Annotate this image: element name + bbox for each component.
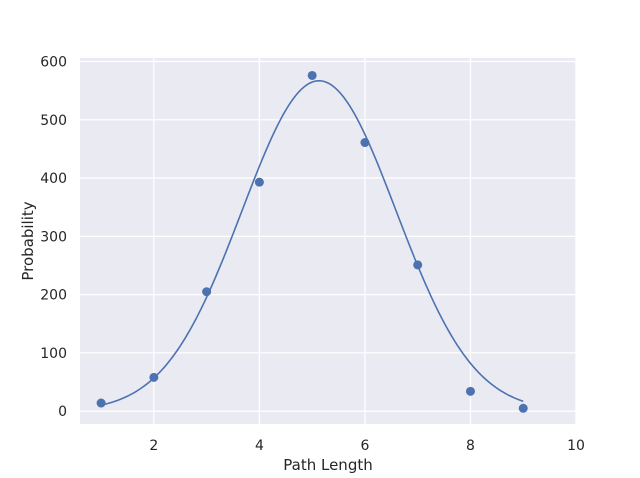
y-tick-label: 300 (40, 229, 67, 245)
x-grid (153, 58, 577, 424)
y-tick-labels: 0 100 200 300 400 500 600 (40, 54, 67, 420)
x-axis-label: Path Length (283, 456, 372, 474)
y-axis-label: Probability (19, 201, 37, 280)
x-tick-label: 6 (360, 438, 369, 454)
y-tick-label: 200 (40, 288, 67, 304)
y-tick-label: 400 (40, 171, 67, 187)
data-point (202, 287, 212, 297)
x-tick-label: 4 (255, 438, 264, 454)
y-tick-label: 100 (40, 346, 67, 362)
data-point (307, 70, 317, 80)
y-grid (80, 60, 576, 412)
fit-curve (100, 79, 524, 406)
x-tick-labels: 2 4 6 8 10 (149, 438, 585, 454)
x-tick-label: 2 (149, 438, 158, 454)
y-tick-label: 600 (40, 54, 67, 70)
data-point (413, 260, 423, 270)
data-points (96, 70, 528, 413)
data-point (96, 398, 106, 408)
x-tick-label: 10 (567, 438, 585, 454)
data-point (518, 403, 528, 413)
data-point (254, 177, 264, 187)
data-point (360, 138, 370, 148)
plot-area (80, 58, 576, 424)
x-tick-label: 8 (466, 438, 475, 454)
y-tick-label: 500 (40, 113, 67, 129)
data-point (465, 386, 475, 396)
data-point (149, 372, 159, 382)
y-tick-label: 0 (58, 404, 67, 420)
